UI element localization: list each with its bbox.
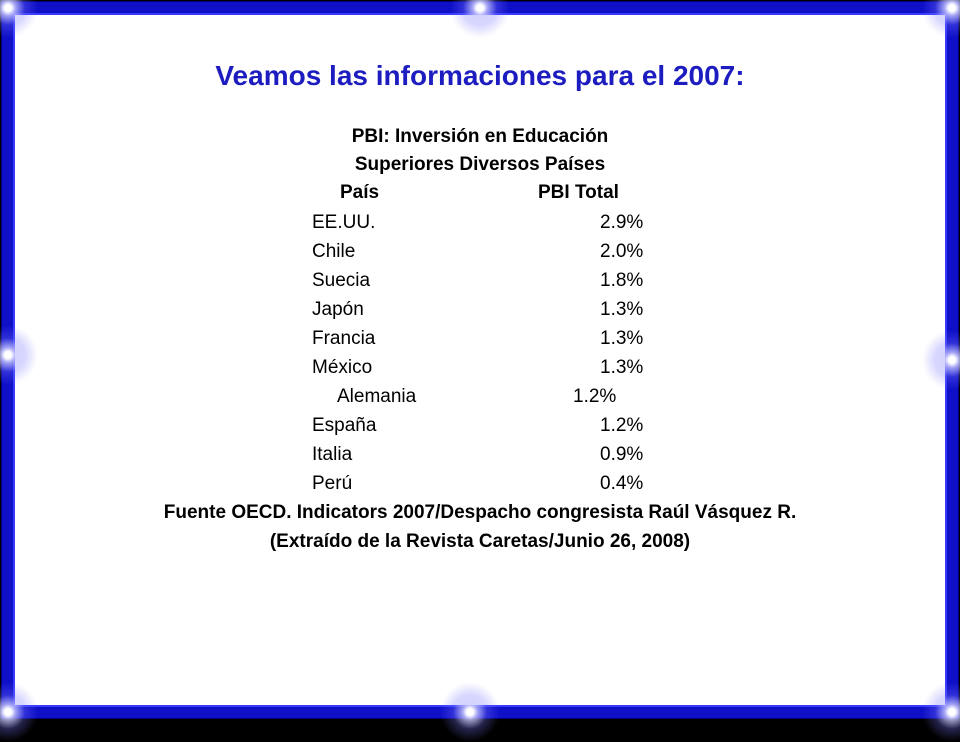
source-note: Fuente OECD. Indicators 2007/Despacho co…	[163, 502, 797, 523]
country-cell: España	[312, 415, 377, 436]
value-cell: 2.9%	[600, 212, 644, 233]
country-cell: Alemania	[337, 386, 417, 407]
sparkle	[440, 682, 500, 742]
country-cell: Japón	[312, 299, 364, 320]
table-caption: PBI: Inversión en Educación	[351, 126, 609, 147]
value-cell: 0.9%	[600, 444, 644, 465]
value-cell: 1.3%	[600, 299, 644, 320]
country-cell: Italia	[312, 444, 353, 465]
table-caption: Superiores Diversos Países	[354, 154, 606, 175]
value-cell: 1.2%	[573, 386, 617, 407]
country-cell: Francia	[312, 328, 376, 349]
country-cell: Perú	[312, 473, 353, 494]
value-cell: 1.3%	[600, 328, 644, 349]
value-cell: 2.0%	[600, 241, 644, 262]
country-cell: EE.UU.	[312, 212, 376, 233]
value-cell: 0.4%	[600, 473, 644, 494]
country-cell: México	[312, 357, 373, 378]
slide-title: Veamos las informaciones para el 2007:	[215, 60, 745, 91]
value-cell: 1.8%	[600, 270, 644, 291]
column-header: País	[340, 182, 380, 203]
value-cell: 1.3%	[600, 357, 644, 378]
slide-frame	[2, 2, 958, 718]
column-header: PBI Total	[538, 182, 619, 203]
country-cell: Chile	[312, 241, 356, 262]
country-cell: Suecia	[312, 270, 371, 291]
source-note: (Extraído de la Revista Caretas/Junio 26…	[269, 531, 691, 552]
value-cell: 1.2%	[600, 415, 644, 436]
